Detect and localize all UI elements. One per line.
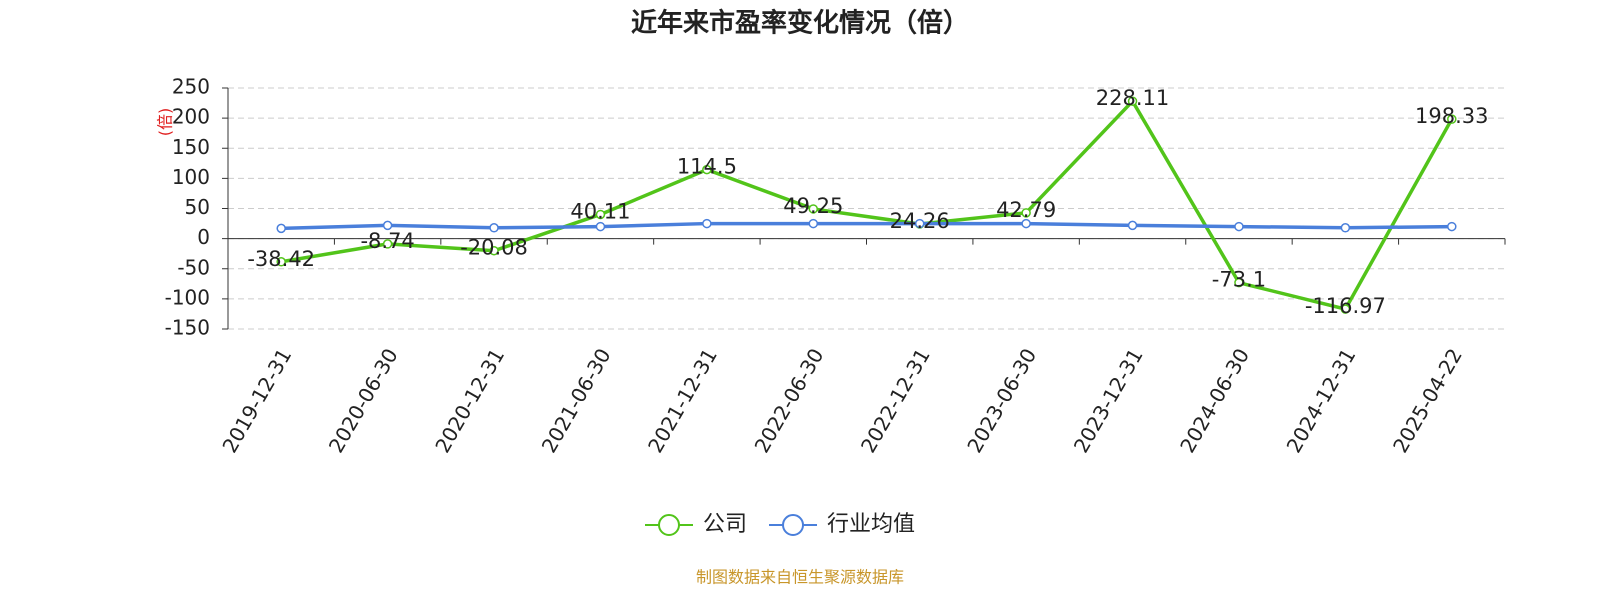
point [914, 218, 925, 229]
x-tick-label: 2022-06-30 [749, 344, 828, 457]
x-tick-label: 2023-12-31 [1069, 344, 1148, 457]
point [1127, 96, 1138, 106]
point [1447, 114, 1457, 124]
point [595, 221, 606, 232]
point [1234, 277, 1244, 288]
point [595, 209, 606, 220]
x-tick-label: 2024-12-31 [1282, 344, 1361, 457]
point [702, 218, 712, 229]
point [1340, 304, 1351, 314]
y-tick-label: -50 [177, 255, 210, 279]
x-tick-label: 2024-06-30 [1175, 344, 1254, 457]
point [808, 218, 819, 229]
point [1447, 221, 1457, 232]
y-tick-label: 150 [172, 135, 210, 159]
y-tick-label: 250 [172, 75, 210, 99]
chart-title: 近年来市盈率变化情况（倍） [631, 8, 969, 39]
series-line [280, 98, 1454, 312]
x-tick-label: 2022-12-31 [856, 344, 935, 457]
y-tick-label: 50 [185, 195, 210, 219]
y-tick-label: -150 [165, 316, 210, 340]
x-tick-label: 2023-06-30 [962, 344, 1041, 457]
data-label: 49.25 [783, 194, 843, 218]
data-label: -8.74 [360, 229, 414, 253]
data-label: -20.08 [460, 236, 528, 260]
point [808, 204, 819, 214]
source-note: 制图数据来自恒生聚源数据库 [696, 568, 904, 587]
x-tick-label: 2025-04-22 [1388, 344, 1467, 457]
point [489, 245, 499, 256]
y-tick-label: 0 [197, 225, 210, 249]
point [276, 223, 286, 234]
legend-marker [782, 514, 805, 536]
data-label: 228.11 [1096, 86, 1169, 110]
legend-label: 公司 [703, 512, 747, 537]
data-label: -116.97 [1305, 294, 1386, 318]
point [276, 257, 286, 267]
point [1021, 218, 1031, 229]
y-axis-label: (倍) [156, 108, 175, 137]
data-label: 24.26 [890, 209, 950, 233]
x-tick-label: 2021-12-31 [643, 344, 722, 457]
y-tick-label: -100 [165, 285, 210, 309]
legend-label: 行业均值 [827, 512, 915, 537]
data-label: -38.42 [247, 247, 315, 271]
y-tick-label: 200 [172, 105, 210, 129]
point [382, 239, 393, 249]
legend-marker [658, 514, 680, 536]
y-tick-label: 100 [172, 165, 210, 189]
point [1021, 208, 1031, 218]
series-line [281, 221, 1452, 231]
x-tick-label: 2020-12-31 [430, 344, 509, 457]
point [702, 164, 712, 175]
point [1127, 220, 1138, 231]
data-label: 40.11 [570, 199, 630, 223]
x-tick-label: 2021-06-30 [537, 344, 616, 457]
point [382, 220, 393, 231]
data-label: -73.1 [1212, 268, 1266, 292]
data-label: 114.5 [677, 155, 737, 179]
point [1340, 223, 1351, 233]
data-label: 198.33 [1415, 104, 1488, 128]
point [1234, 221, 1244, 232]
x-tick-label: 2019-12-31 [217, 344, 296, 457]
data-label: 42.79 [996, 198, 1056, 222]
x-tick-label: 2020-06-30 [324, 344, 403, 457]
point [489, 223, 499, 233]
